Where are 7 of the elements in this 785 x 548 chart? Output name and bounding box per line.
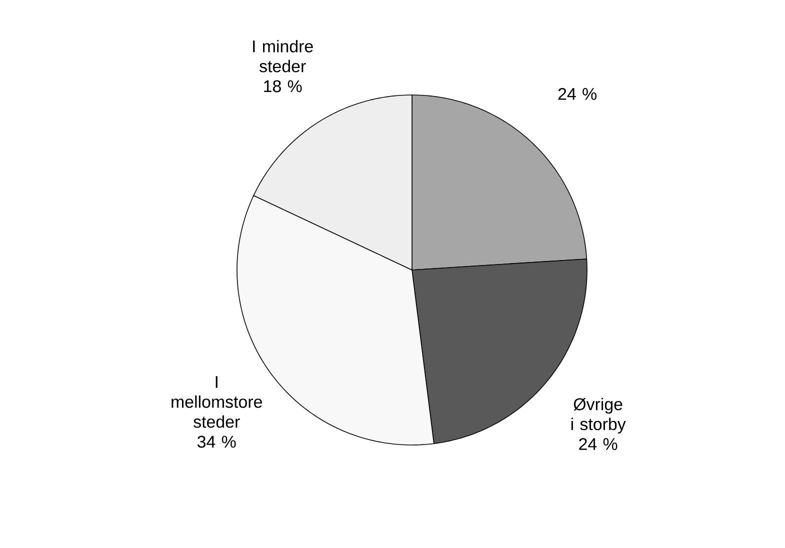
data-label: 34 % (198, 436, 236, 448)
data-label: 18 % (264, 80, 302, 92)
slice-label: I mellomstore steder (172, 376, 262, 428)
slice-label: Øvrige i storby (571, 398, 626, 434)
data-label: 24 % (558, 88, 596, 100)
slice-label: I mindre steder (253, 40, 313, 72)
data-label: 24 % (579, 438, 618, 450)
